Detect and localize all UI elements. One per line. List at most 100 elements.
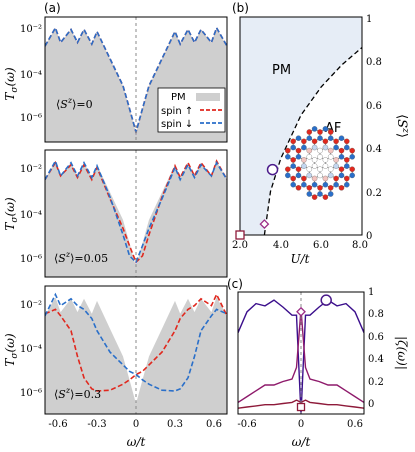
spin-up-line — [45, 292, 227, 392]
panel-b: PM AF 0 0.2 0.4 0.6 0.8 1 ⟨Sz⟩ 2.0 4.0 6… — [232, 14, 410, 266]
lattice-site — [349, 147, 355, 154]
lattice-site — [322, 163, 329, 169]
lattice-site — [349, 154, 355, 160]
pm-area-fill — [45, 297, 227, 414]
lattice-site — [338, 172, 345, 179]
lattice-site — [306, 172, 313, 179]
lattice-site — [306, 135, 313, 141]
lattice-site — [306, 166, 313, 172]
lattice-site — [338, 154, 345, 160]
b-boundary — [263, 47, 363, 236]
b-xtick-0: 2.0 — [232, 240, 248, 251]
lattice-site — [317, 135, 323, 141]
lattice-site — [301, 138, 307, 145]
c-ytick-3: 0.6 — [368, 332, 384, 343]
lattice-site — [295, 185, 302, 191]
lattice-site — [322, 194, 329, 200]
a3-annotation: ⟨Sz⟩=0.3 — [54, 386, 101, 401]
lattice-site — [311, 138, 318, 145]
lattice-site — [322, 181, 329, 188]
lattice-site — [301, 163, 307, 169]
c-frame — [237, 291, 365, 415]
lattice-site — [349, 172, 355, 179]
spin-down-line — [45, 292, 227, 392]
lattice-site — [285, 166, 291, 172]
lattice-site — [290, 144, 296, 151]
lattice-site — [327, 172, 334, 179]
lattice-site — [349, 166, 355, 172]
b-ytick-1: 0.2 — [366, 188, 382, 199]
lattice-site — [290, 163, 296, 169]
lattice-site — [317, 191, 323, 197]
lattice-site — [322, 157, 329, 163]
b-xtick-3: 8.0 — [352, 240, 368, 251]
legend-down-label: spin ↓ — [161, 119, 193, 130]
b-marker-diamond — [259, 219, 270, 230]
c-marker-diamond — [296, 306, 306, 317]
c-ytick-2: 0.4 — [368, 354, 384, 365]
lattice-site — [344, 181, 350, 188]
a1-ytick-0: 10⁻² — [20, 24, 42, 35]
a3-frame — [44, 285, 228, 415]
lattice-site — [317, 129, 323, 135]
a2-ytick-2: 10⁻⁶ — [20, 254, 42, 265]
lattice-site — [333, 144, 339, 151]
lattice-site — [327, 129, 334, 135]
lattice-site — [327, 166, 334, 172]
lattice-site — [295, 135, 302, 141]
b-ytick-3: 0.6 — [366, 101, 382, 112]
lattice-site — [295, 154, 302, 160]
lattice-site — [295, 147, 302, 154]
lattice-site — [322, 175, 329, 182]
lattice-site — [306, 191, 313, 197]
a3-xtick-2: 0 — [133, 419, 139, 430]
lattice-site — [295, 172, 302, 179]
lattice-site — [301, 181, 307, 188]
b-ytick-5: 1 — [366, 14, 372, 25]
a3-xtick-4: 0.6 — [206, 419, 222, 430]
a2-annotation: ⟨Sz⟩=0.05 — [54, 250, 108, 265]
c-xtick-0: -0.6 — [237, 419, 256, 430]
a3-ytick-1: 10⁻⁴ — [20, 344, 42, 355]
lattice-site — [344, 163, 350, 169]
lattice-site — [338, 166, 345, 172]
lattice-site — [344, 175, 350, 182]
lattice-site — [285, 147, 291, 154]
a2-frame — [44, 149, 228, 278]
c-marker-circle — [320, 294, 332, 306]
lattice-site — [306, 185, 313, 191]
legend-pm-swatch — [196, 93, 220, 101]
b-ytick-2: 0.4 — [366, 144, 382, 155]
c-marker-square — [296, 402, 306, 412]
lattice-site — [311, 144, 318, 151]
a3-lines — [45, 292, 227, 392]
lattice-site — [333, 163, 339, 169]
panel-label-b: (b) — [232, 1, 249, 15]
lattice-site — [317, 154, 323, 160]
c-xlabel: ω/t — [292, 435, 311, 449]
a1-frame — [44, 16, 228, 143]
a2-pm-area — [45, 161, 227, 277]
a1-ylabel: Tσ(ω) — [3, 67, 20, 101]
lattice-site — [306, 129, 313, 135]
lattice-site — [322, 126, 329, 132]
lattice-site — [317, 147, 323, 154]
lattice-site — [290, 138, 296, 145]
b-pm-region — [240, 17, 362, 235]
a3-pm-area — [45, 297, 227, 414]
b-marker-circle — [266, 163, 279, 176]
panel-a2: Tσ(ω) 10⁻² 10⁻⁴ 10⁻⁶ ⟨Sz⟩=0.05 — [3, 149, 228, 278]
b-xtick-1: 4.0 — [273, 240, 289, 251]
panel-c: 0 0.2 0.4 0.6 0.8 1 |ζ(ω)| -0.6 0 0.6 ω/… — [237, 287, 409, 449]
lattice-site — [285, 154, 291, 160]
lattice-site — [327, 154, 334, 160]
lattice-site — [311, 163, 318, 169]
panel-a1: Tσ(ω) 10⁻² 10⁻⁴ 10⁻⁶ ⟨Sz⟩=0 PM spin ↑ sp… — [3, 16, 228, 143]
lattice-site — [322, 144, 329, 151]
a1-ytick-1: 10⁻⁴ — [20, 70, 42, 81]
panel-label-a: (a) — [44, 1, 61, 15]
lattice-site — [301, 157, 307, 163]
lattice-site — [317, 185, 323, 191]
a1-legend: PM spin ↑ spin ↓ — [157, 87, 226, 133]
